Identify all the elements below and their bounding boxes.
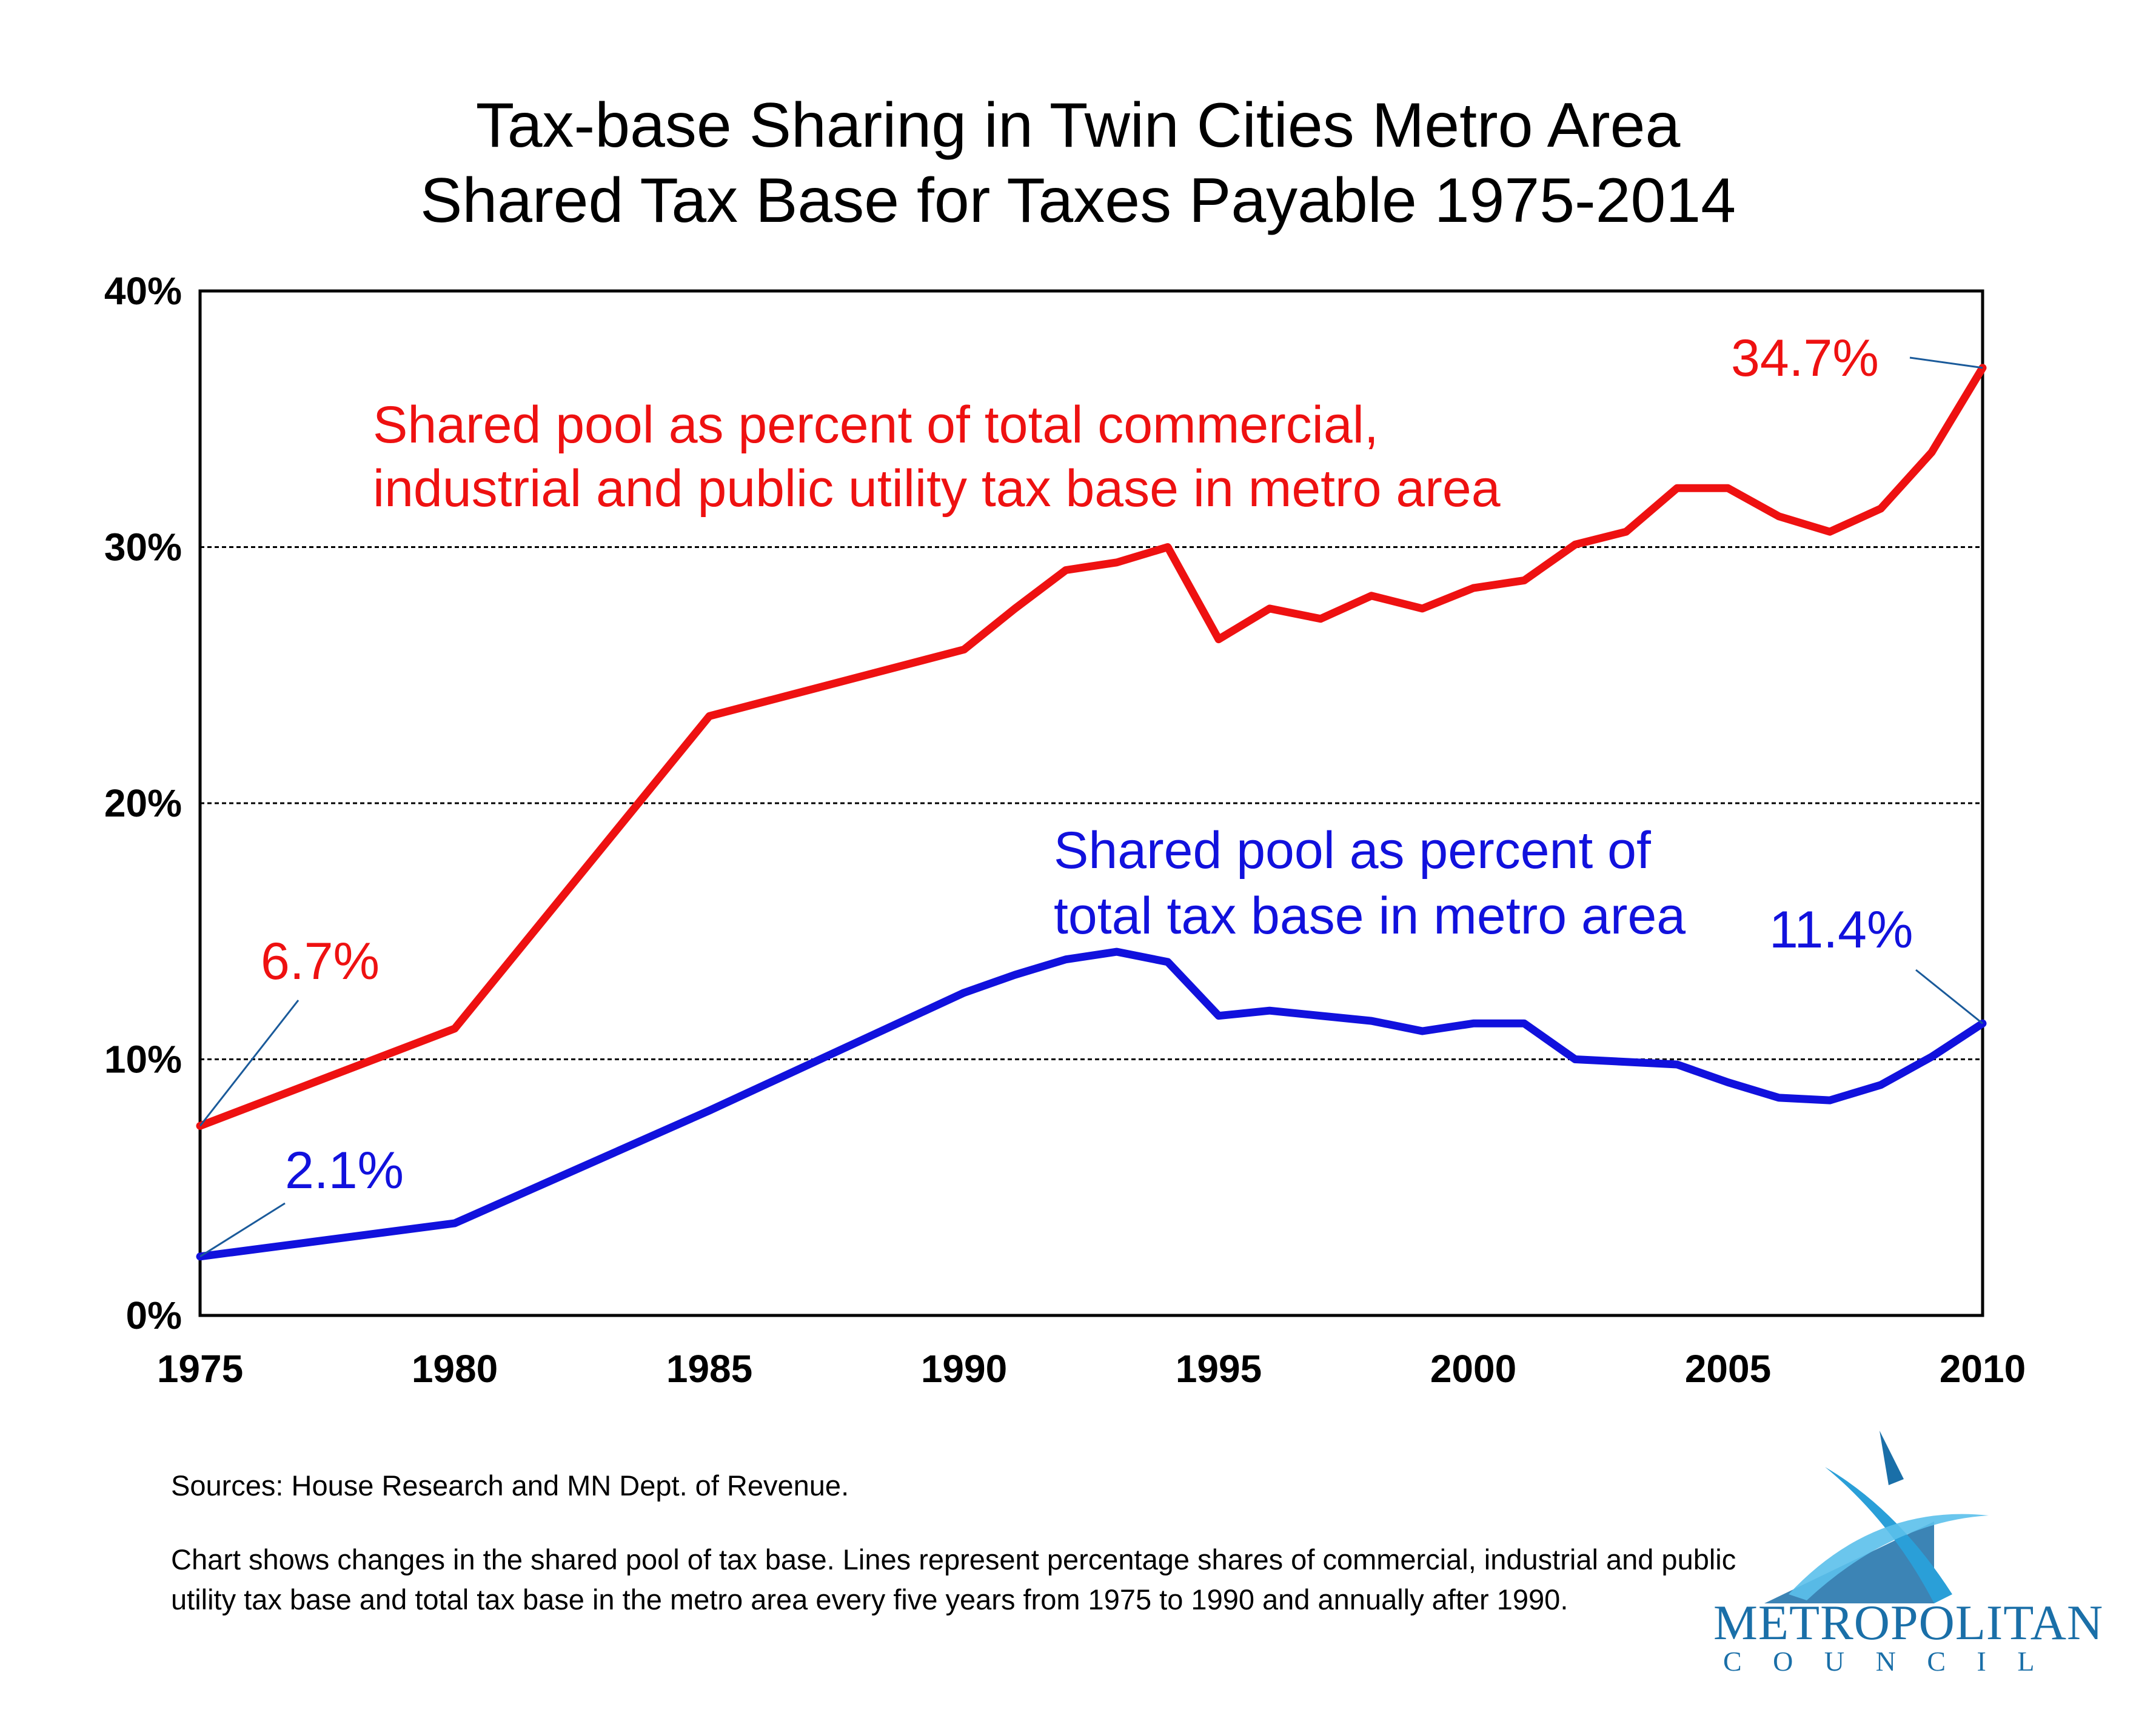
chart-title-line2: Shared Tax Base for Taxes Payable 1975-2…: [420, 165, 1736, 236]
callout-leader: [199, 1202, 286, 1258]
sources-note: Sources: House Research and MN Dept. of …: [171, 1469, 849, 1502]
data-label-commercial-end: 34.7%: [1731, 329, 1879, 387]
series-label-commercial-line2: industrial and public utility tax base i…: [373, 459, 1501, 518]
y-tick-label: 0%: [126, 1294, 182, 1337]
callout-leader: [199, 1000, 300, 1127]
series-line-commercial-industrial: [196, 364, 1987, 1130]
logo-wordmark-metropolitan: METROPOLITAN: [1713, 1595, 2104, 1650]
y-tick-label: 20%: [104, 781, 182, 825]
x-tick-label: 1985: [666, 1347, 752, 1391]
x-tick-label: 1995: [1176, 1347, 1262, 1391]
callout-leader: [1915, 969, 1983, 1024]
callout-leader: [1909, 356, 1983, 369]
series-label-total-line2: total tax base in metro area: [1054, 887, 1686, 945]
data-label-total-end: 11.4%: [1769, 901, 1913, 959]
logo-wordmark-council: C O U N C I L: [1723, 1646, 2047, 1677]
series-line-total-tax-base: [196, 947, 1987, 1261]
y-tick-label: 30%: [104, 526, 182, 569]
x-tick-label: 1975: [157, 1347, 243, 1391]
metropolitan-council-logo-icon: [1764, 1431, 1989, 1603]
x-tick-label: 1980: [412, 1347, 498, 1391]
y-tick-label: 10%: [104, 1038, 182, 1081]
data-label-total-start: 2.1%: [285, 1141, 404, 1200]
chart-title-line1: Tax-base Sharing in Twin Cities Metro Ar…: [475, 90, 1681, 161]
x-tick-label: 2005: [1685, 1347, 1771, 1391]
x-tick-label: 2010: [1940, 1347, 2026, 1391]
series-label-total-line1: Shared pool as percent of: [1054, 821, 1652, 880]
chart-description: Chart shows changes in the shared pool o…: [171, 1543, 1736, 1615]
x-tick-label: 2000: [1430, 1347, 1516, 1391]
series-label-commercial-line1: Shared pool as percent of total commerci…: [373, 396, 1379, 454]
x-tick-label: 1990: [921, 1347, 1007, 1391]
plot-area-border: [198, 289, 1984, 1317]
y-tick-label: 40%: [104, 269, 182, 313]
data-label-commercial-start: 6.7%: [261, 932, 380, 991]
